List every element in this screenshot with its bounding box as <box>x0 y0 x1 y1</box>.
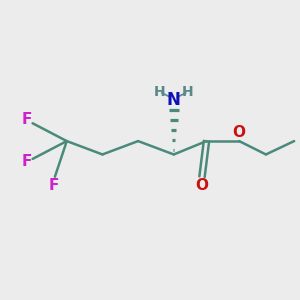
Text: O: O <box>233 125 246 140</box>
Text: N: N <box>167 91 181 109</box>
Text: F: F <box>48 178 59 193</box>
Text: O: O <box>196 178 208 193</box>
Text: F: F <box>22 112 32 127</box>
Text: F: F <box>22 154 32 169</box>
Text: H: H <box>154 85 165 99</box>
Text: H: H <box>182 85 194 99</box>
